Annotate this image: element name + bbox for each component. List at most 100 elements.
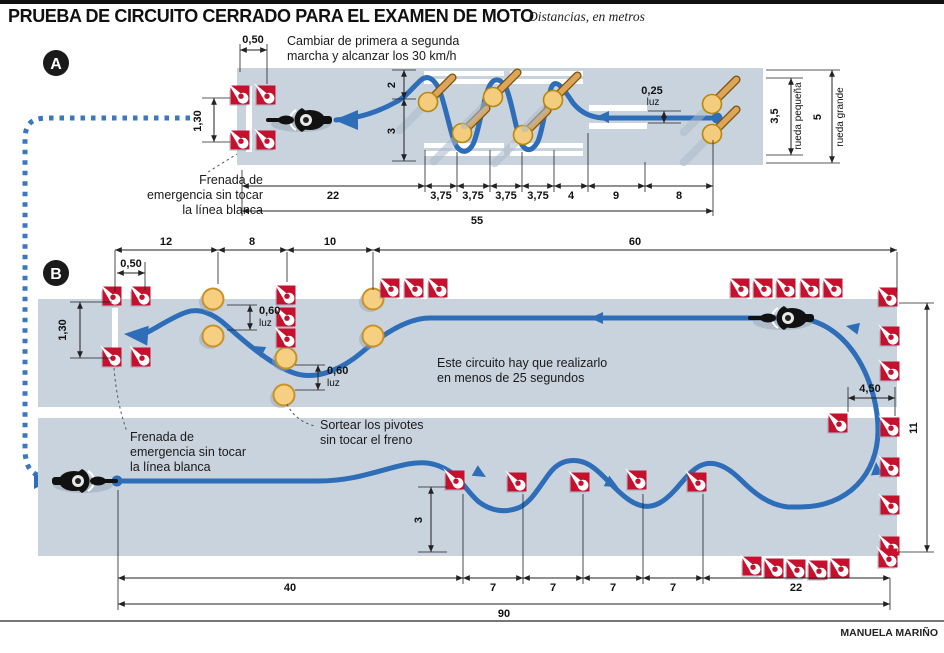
traffic-cone-icon (274, 326, 296, 349)
traffic-cone-icon (828, 556, 850, 579)
dim-label: 12 (160, 236, 172, 248)
footer: MANUELA MARIÑO (0, 620, 944, 639)
svg-text:emergencia sin tocar: emergencia sin tocar (147, 188, 263, 202)
dim-label: 1,30 (192, 110, 204, 131)
dim-label: rueda pequeña (793, 82, 804, 150)
dim-label: 3,75 (495, 190, 516, 202)
traffic-cone-icon (100, 345, 122, 368)
traffic-cone-icon (876, 546, 898, 569)
traffic-cone-icon (821, 276, 843, 299)
note-time: en menos de 25 segundos (437, 371, 584, 385)
traffic-cone-icon (228, 83, 250, 106)
svg-text:Sortear los pivotes: Sortear los pivotes (320, 418, 424, 432)
braking-line-a (246, 86, 252, 152)
traffic-cone-icon (254, 83, 276, 106)
dim-label: 9 (613, 190, 619, 202)
header: PRUEBA DE CIRCUITO CERRADO PARA EL EXAME… (0, 0, 944, 26)
dim-label: 7 (550, 582, 556, 594)
traffic-cone-icon (762, 556, 784, 579)
riding-path-b (114, 308, 881, 514)
dim-label: 5 (812, 114, 824, 120)
traffic-cone-icon (568, 470, 590, 493)
note-pivots: Sortear los pivotes sin tocar el freno (286, 403, 424, 447)
dim-label: 10 (324, 236, 336, 248)
traffic-cone-icon (685, 470, 707, 493)
svg-text:Frenada de: Frenada de (199, 173, 263, 187)
traffic-cone-icon (878, 359, 900, 382)
traffic-cone-icon (378, 276, 400, 299)
svg-text:la línea blanca: la línea blanca (130, 460, 211, 474)
traffic-cone-icon (878, 324, 900, 347)
traffic-cone-icon (878, 493, 900, 516)
badge-a (43, 50, 69, 76)
traffic-cone-icon (826, 411, 848, 434)
svg-text:la línea blanca: la línea blanca (182, 203, 263, 217)
dim-label: 0,50 (242, 34, 263, 46)
badge-b-label: B (50, 266, 62, 283)
dim-label: 22 (790, 582, 802, 594)
traffic-cone-icon (798, 276, 820, 299)
page-title: PRUEBA DE CIRCUITO CERRADO PARA EL EXAME… (8, 6, 534, 26)
svg-text:sin tocar el freno: sin tocar el freno (320, 433, 412, 447)
dim-label: 3,75 (430, 190, 451, 202)
dim-label: 3 (413, 517, 425, 523)
dimensions-b: 12 8 10 60 0,50 1,30 0,60 luz 0,60 luz (57, 236, 934, 620)
traffic-cone-icon (228, 128, 250, 151)
dim-label: 8 (676, 190, 682, 202)
dim-label: 7 (670, 582, 676, 594)
dim-label: 3,5 (769, 108, 781, 123)
bottom-rule (0, 620, 944, 622)
riding-path-a (333, 75, 719, 154)
dim-label: 22 (327, 190, 339, 202)
braking-line-b (112, 308, 118, 348)
dim-label: 8 (249, 236, 255, 248)
traffic-cone-icon (728, 276, 750, 299)
circuit-b: B (38, 236, 934, 620)
dim-label: 0,60 (327, 365, 348, 377)
dim-label: 60 (629, 236, 641, 248)
dim-label: 40 (284, 582, 296, 594)
dim-label: 7 (490, 582, 496, 594)
dim-label: luz (259, 318, 272, 329)
dim-label: 7 (610, 582, 616, 594)
dim-label: 3 (386, 128, 398, 134)
traffic-cone-icon (625, 468, 647, 491)
traffic-cone-icon (129, 345, 151, 368)
badge-b (43, 260, 69, 286)
note-brake-a: Frenada de emergencia sin tocar la línea… (147, 153, 263, 217)
traffic-cone-icon (426, 276, 448, 299)
dim-label: 2 (386, 82, 398, 88)
dim-label: 55 (471, 215, 483, 227)
traffic-cone-icon (878, 455, 900, 478)
traffic-cone-icon (784, 557, 806, 580)
dim-label: luz (647, 97, 660, 108)
svg-text:emergencia sin tocar: emergencia sin tocar (130, 445, 246, 459)
dim-label: 0,60 (259, 305, 280, 317)
traffic-cone-icon (100, 284, 122, 307)
dimensions-a: 0,50 1,30 2 3 0,25 luz 3,5 rueda (192, 34, 846, 227)
dim-label: 4 (568, 190, 575, 202)
dim-label: 3,75 (462, 190, 483, 202)
badge-a-label: A (50, 56, 62, 73)
circuit-a: A (43, 34, 846, 227)
traffic-cone-icon (505, 470, 527, 493)
note-brake-b: Frenada de emergencia sin tocar la línea… (113, 367, 246, 474)
traffic-cone-icon (274, 283, 296, 306)
dim-label: 90 (498, 608, 510, 620)
traffic-cone-icon (402, 276, 424, 299)
dim-label: 0,25 (641, 85, 662, 97)
traffic-cone-icon (129, 284, 151, 307)
dim-label: 4,50 (859, 383, 880, 395)
dim-label: 0,50 (120, 258, 141, 270)
traffic-cone-icon (443, 468, 465, 491)
traffic-cone-icon (751, 276, 773, 299)
note-gear: marcha y alcanzar los 30 km/h (287, 49, 457, 63)
traffic-cone-icon (740, 554, 762, 577)
credit: MANUELA MARIÑO (840, 626, 938, 639)
dim-label: 3,75 (527, 190, 548, 202)
note-gear: Cambiar de primera a segunda (287, 34, 459, 48)
traffic-cone-icon (876, 285, 898, 308)
dim-label: 11 (908, 422, 920, 434)
page-subtitle: Distancias, en metros (527, 9, 645, 24)
